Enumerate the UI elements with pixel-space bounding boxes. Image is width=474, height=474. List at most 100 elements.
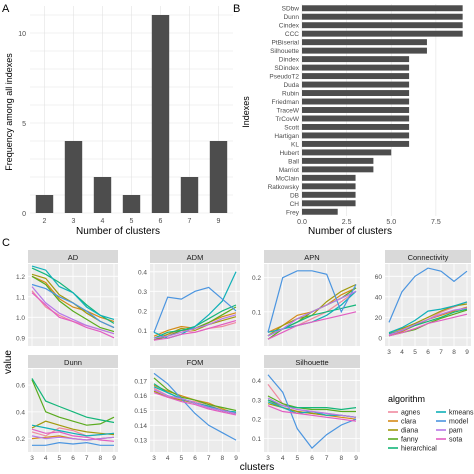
facet-ytick-label: 0.1 bbox=[252, 436, 261, 443]
panel-b-bar bbox=[302, 123, 410, 130]
panel-label-a: A bbox=[2, 3, 10, 15]
facet-xtick-label: 4 bbox=[400, 349, 404, 356]
panel-a-bar bbox=[209, 141, 228, 213]
facet-xtick-label: 4 bbox=[281, 455, 285, 462]
facet-ytick-label: 0.17 bbox=[134, 378, 147, 385]
panel-a-bar bbox=[151, 15, 170, 213]
facet-xtick-label: 8 bbox=[452, 349, 456, 356]
facet-xtick-label: 3 bbox=[266, 455, 270, 462]
facet-ytick-label: 1.0 bbox=[16, 315, 25, 322]
panel-label-c: C bbox=[2, 237, 10, 249]
facet-strip bbox=[150, 250, 240, 263]
facet-ytick-label: 0.4 bbox=[138, 269, 147, 276]
series-line-kmeans bbox=[31, 424, 115, 437]
panel-b-bar bbox=[302, 47, 427, 54]
legend-label-diana: diana bbox=[401, 428, 418, 435]
facet-title: ADM bbox=[187, 253, 204, 262]
series-line-pam bbox=[153, 314, 237, 339]
facet-xtick-label: 8 bbox=[340, 455, 344, 462]
legend-label-model: model bbox=[449, 419, 469, 426]
panel-b-bar bbox=[302, 13, 463, 20]
panel-a-bar bbox=[180, 177, 199, 213]
facet-ytick-label: 0.3 bbox=[138, 289, 147, 296]
panel-b-category-label: Hartigan bbox=[274, 133, 299, 140]
series-line-model bbox=[32, 441, 114, 446]
facet-ytick-label: 0.1 bbox=[138, 328, 147, 335]
panel-b-bar bbox=[302, 166, 374, 173]
series-line-diana bbox=[153, 316, 237, 341]
panel-b-category-label: Marriot bbox=[279, 167, 299, 174]
panel-a-xtick-label: 7 bbox=[188, 218, 192, 225]
panel-b-bar bbox=[302, 191, 356, 198]
facet-title: FOM bbox=[187, 358, 204, 367]
legend-title: algorithm bbox=[388, 394, 425, 404]
facet-strip bbox=[264, 355, 360, 368]
facet-ytick-label: 1.2 bbox=[16, 274, 25, 281]
panel-a-xtick-label: 6 bbox=[159, 218, 163, 225]
series-line-sota bbox=[388, 313, 468, 337]
facet-title: Dunn bbox=[64, 358, 82, 367]
panel-a-xtick-label: 2 bbox=[43, 218, 47, 225]
series-line-fanny bbox=[153, 377, 237, 412]
facet-ytick-label: 0.2 bbox=[138, 308, 147, 315]
panel-a-bar bbox=[93, 177, 112, 213]
panel-c-xlabel: clusters bbox=[240, 462, 274, 473]
panel-b-bar bbox=[302, 81, 410, 88]
facet-xtick-label: 6 bbox=[310, 455, 314, 462]
facet-ytick-label: 20 bbox=[375, 315, 383, 322]
series-line-pam bbox=[267, 290, 357, 337]
legend-label-pam: pam bbox=[449, 428, 463, 435]
panel-a-bar bbox=[122, 195, 141, 213]
facet-xtick-label: 5 bbox=[413, 349, 417, 356]
series-line-model bbox=[267, 270, 357, 333]
panel-b-bar bbox=[302, 157, 374, 164]
facet-xtick-label: 3 bbox=[152, 455, 156, 462]
facet-xtick-label: 6 bbox=[71, 455, 75, 462]
panel-c-chart: AD 0.9 1.0 1.1 1.2 ADM 0.1 0.2 0.3 0.4 APN 0.1 0.2 Co… bbox=[16, 250, 471, 462]
facet-xtick-label: 9 bbox=[112, 455, 116, 462]
facet-ytick-label: 0.14 bbox=[134, 423, 147, 430]
facet-ytick-label: 1.1 bbox=[16, 294, 25, 301]
series-line-sota bbox=[267, 311, 357, 340]
series-line-clara bbox=[31, 275, 115, 322]
panel-a-xtick-label: 5 bbox=[130, 218, 134, 225]
facet-xtick-label: 7 bbox=[207, 455, 211, 462]
series-line-fanny bbox=[267, 395, 356, 413]
panel-a-ytick-label: 5 bbox=[22, 121, 26, 128]
panel-a-xtick-label: 3 bbox=[72, 218, 76, 225]
series-line-diana bbox=[31, 420, 115, 436]
series-line-pam bbox=[153, 389, 237, 415]
panel-b-category-label: DB bbox=[290, 192, 299, 199]
facet-xtick-label: 5 bbox=[296, 455, 300, 462]
panel-b-category-label: TraceW bbox=[276, 108, 299, 115]
series-line-sota bbox=[31, 292, 115, 339]
panel-b-category-label: Silhouette bbox=[270, 48, 299, 55]
panel-b-bar bbox=[302, 56, 410, 63]
panel-b-category-label: SDbw bbox=[282, 6, 300, 13]
panel-b-category-label: Dunn bbox=[283, 14, 299, 21]
series-line-pam bbox=[31, 286, 115, 335]
facet-ytick-label: 0.3 bbox=[252, 397, 261, 404]
panel-a-chart: 0 5 10 2 3 4 5 6 7 9 bbox=[18, 6, 233, 225]
panel-b-chart: 0.0 2.5 5.0 7.5SDbwDunnCindexCCCPtBiserialS… bbox=[268, 4, 463, 226]
panel-b-category-label: TrCovW bbox=[275, 116, 299, 123]
series-line-fanny bbox=[31, 275, 115, 333]
facet-xtick-label: 8 bbox=[99, 455, 103, 462]
series-line-model bbox=[267, 374, 357, 449]
panel-b-bar bbox=[302, 174, 356, 181]
panel-b-bar bbox=[302, 64, 410, 71]
series-line-sota bbox=[31, 428, 115, 442]
facet-xtick-label: 6 bbox=[426, 349, 430, 356]
facet-ytick-label: 0.6 bbox=[16, 383, 25, 390]
series-line-kmeans bbox=[31, 265, 115, 320]
facet-xtick-label: 4 bbox=[44, 455, 48, 462]
panel-a-ytick-label: 10 bbox=[18, 31, 26, 38]
panel-b-category-label: Dindex bbox=[279, 57, 300, 64]
series-line-model bbox=[388, 267, 468, 323]
panel-b-xlabel: Number of clusters bbox=[308, 226, 392, 237]
panel-b-category-label: CH bbox=[290, 201, 300, 208]
panel-b-bar bbox=[302, 140, 410, 147]
panel-c-ylabel: value bbox=[3, 350, 14, 374]
facet-xtick-label: 3 bbox=[30, 455, 34, 462]
